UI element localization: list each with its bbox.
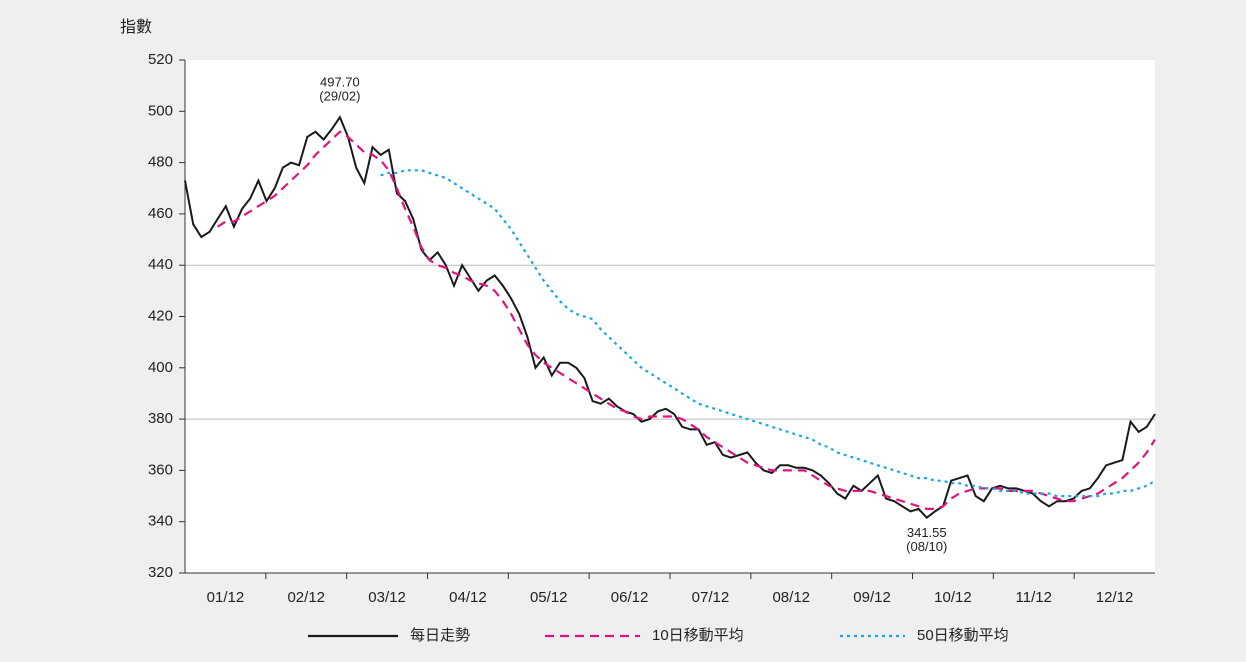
y-tick-label: 320 [148,564,173,581]
legend-label: 10日移動平均 [652,627,744,644]
x-tick-label: 05/12 [530,589,568,606]
y-tick-label: 500 [148,102,173,119]
series-line [380,169,1156,498]
annotation-date: (08/10) [906,539,947,554]
legend-label: 50日移動平均 [917,627,1009,644]
y-tick-label: 440 [148,256,173,273]
x-tick-label: 10/12 [934,589,972,606]
y-tick-label: 460 [148,205,173,222]
y-tick-label: 480 [148,154,173,171]
annotation-value: 497.70 [320,75,360,90]
x-tick-label: 08/12 [772,589,810,606]
y-tick-label: 380 [148,410,173,427]
legend-label: 每日走勢 [410,627,470,644]
y-tick-label: 520 [148,51,173,68]
annotation-date: (29/02) [319,89,360,104]
y-tick-label: 420 [148,307,173,324]
x-tick-label: 03/12 [368,589,406,606]
plot-area [185,60,1155,573]
x-tick-label: 01/12 [207,589,245,606]
x-tick-label: 06/12 [611,589,649,606]
series-line [217,130,1156,510]
annotation-value: 341.55 [907,525,947,540]
x-tick-label: 12/12 [1096,589,1134,606]
y-tick-label: 400 [148,359,173,376]
x-tick-label: 04/12 [449,589,487,606]
y-tick-label: 360 [148,461,173,478]
x-tick-label: 07/12 [692,589,730,606]
x-tick-label: 09/12 [853,589,891,606]
y-axis-label: 指數 [120,18,152,36]
x-tick-label: 02/12 [287,589,325,606]
x-tick-label: 11/12 [1016,589,1052,606]
y-tick-label: 340 [148,513,173,530]
